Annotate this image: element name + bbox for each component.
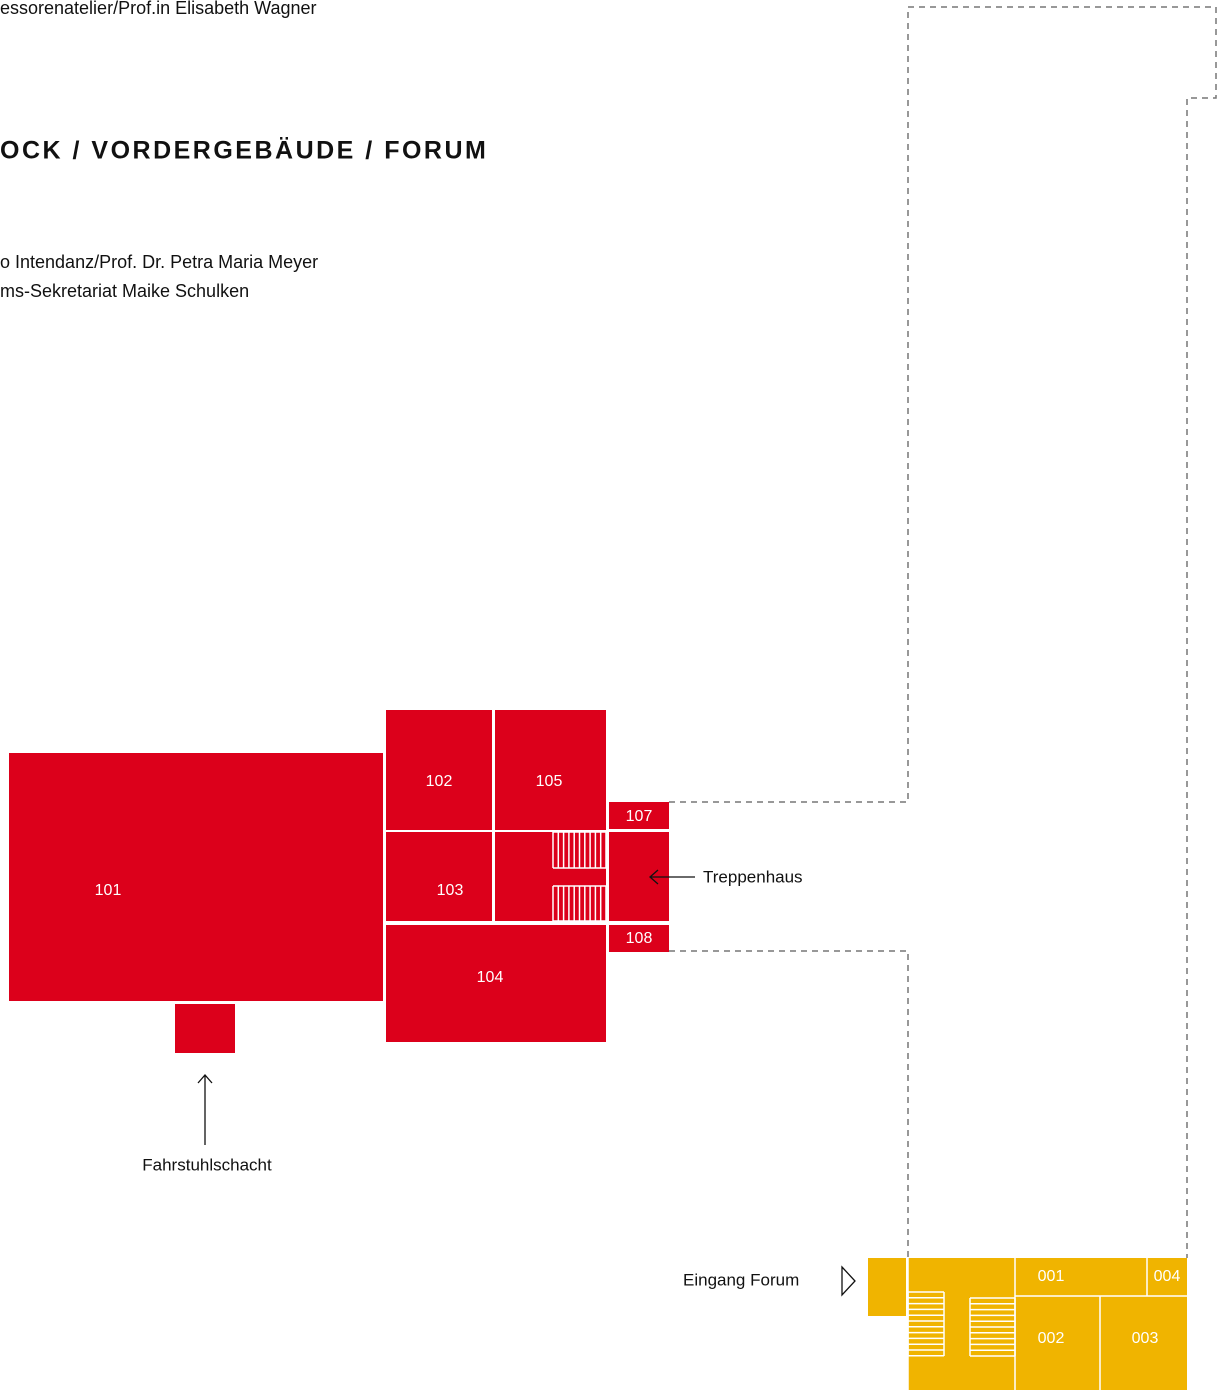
room-label: 103 — [437, 882, 464, 899]
ground-floor — [868, 1258, 1187, 1390]
room — [609, 802, 669, 829]
entrance-marker — [841, 1265, 856, 1297]
room — [386, 832, 492, 921]
room — [386, 710, 492, 830]
header-line: essorenatelier/Prof.in Elisabeth Wagner — [0, 0, 317, 18]
room-label: 104 — [477, 969, 504, 986]
room — [386, 925, 606, 1042]
stairs — [907, 1258, 1016, 1390]
room-label: 004 — [1154, 1268, 1181, 1285]
outline — [669, 950, 909, 1258]
room-label: 105 — [536, 773, 563, 790]
room — [495, 710, 606, 830]
room-label: 001 — [1038, 1268, 1065, 1285]
header-line: ms-Sekretariat Maike Schulken — [0, 281, 249, 301]
upper-floor — [9, 710, 669, 1053]
room-label: 108 — [626, 930, 653, 947]
room — [609, 925, 669, 952]
room-label: 003 — [1132, 1330, 1159, 1347]
outline — [669, 6, 1217, 1258]
annotation: Eingang Forum — [683, 1270, 799, 1289]
section-title: OCK / VORDERGEBÄUDE / FORUM — [0, 137, 488, 165]
room-label: 101 — [95, 882, 122, 899]
stairs-area — [495, 832, 606, 921]
ground-block — [908, 1258, 1187, 1390]
stairwell-arrow — [649, 869, 695, 885]
elevator-arrow — [197, 1074, 213, 1145]
room-label: 107 — [626, 808, 653, 825]
elevator-shaft — [175, 1004, 235, 1053]
room-label: 002 — [1038, 1330, 1065, 1347]
stairs — [552, 831, 607, 922]
room — [9, 753, 383, 1001]
room-label: 102 — [426, 773, 453, 790]
annotation: Fahrstuhlschacht — [142, 1155, 272, 1174]
annotation: Treppenhaus — [703, 867, 803, 886]
entrance-block — [868, 1258, 906, 1316]
header-line: o Intendanz/Prof. Dr. Petra Maria Meyer — [0, 252, 318, 272]
